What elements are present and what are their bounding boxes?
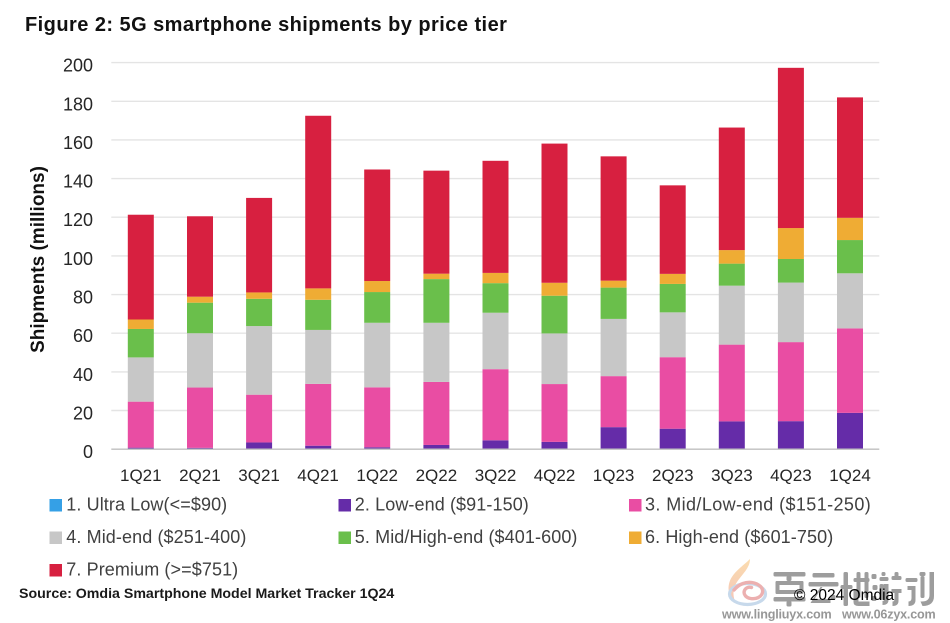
svg-text:Shipments (millions): Shipments (millions): [28, 166, 49, 353]
svg-text:140: 140: [63, 172, 93, 192]
svg-text:4Q21: 4Q21: [297, 466, 339, 485]
svg-text:6. High-end ($601-750): 6. High-end ($601-750): [645, 527, 833, 547]
svg-text:3. Mid/Low-end ($151-250): 3. Mid/Low-end ($151-250): [645, 495, 871, 515]
svg-text:4. Mid-end ($251-400): 4. Mid-end ($251-400): [66, 527, 246, 547]
svg-text:0: 0: [83, 442, 93, 462]
svg-text:www.lingliuyx.com: www.lingliuyx.com: [721, 608, 832, 622]
svg-text:1Q24: 1Q24: [829, 466, 871, 485]
svg-text:© 2024 Omdia: © 2024 Omdia: [794, 587, 895, 604]
svg-text:2. Low-end ($91-150): 2. Low-end ($91-150): [355, 495, 529, 515]
svg-text:5. Mid/High-end ($401-600): 5. Mid/High-end ($401-600): [355, 527, 578, 547]
svg-text:80: 80: [73, 288, 93, 308]
svg-text:1Q23: 1Q23: [593, 466, 635, 485]
svg-text:www.06zyx.com: www.06zyx.com: [841, 608, 936, 622]
svg-text:2Q21: 2Q21: [179, 466, 221, 485]
svg-text:3Q21: 3Q21: [238, 466, 280, 485]
svg-text:3Q22: 3Q22: [475, 466, 517, 485]
svg-text:120: 120: [63, 210, 93, 230]
svg-text:4Q22: 4Q22: [534, 466, 576, 485]
svg-text:2Q23: 2Q23: [652, 466, 694, 485]
svg-text:1Q21: 1Q21: [120, 466, 162, 485]
svg-text:100: 100: [63, 249, 93, 269]
svg-text:40: 40: [73, 365, 93, 385]
svg-text:3Q23: 3Q23: [711, 466, 753, 485]
svg-text:1. Ultra Low(<=$90): 1. Ultra Low(<=$90): [66, 495, 227, 515]
svg-text:20: 20: [73, 404, 93, 424]
svg-text:200: 200: [63, 56, 93, 76]
svg-text:2Q22: 2Q22: [416, 466, 458, 485]
svg-text:7. Premium (>=$751): 7. Premium (>=$751): [66, 560, 238, 580]
svg-text:Source: Omdia Smartphone Model: Source: Omdia Smartphone Model Market Tr…: [19, 586, 394, 602]
svg-text:160: 160: [63, 133, 93, 153]
svg-text:1Q22: 1Q22: [356, 466, 398, 485]
svg-text:60: 60: [73, 326, 93, 346]
svg-text:180: 180: [63, 94, 93, 114]
svg-text:Figure 2: 5G smartphone shipme: Figure 2: 5G smartphone shipments by pri…: [25, 14, 507, 36]
svg-text:4Q23: 4Q23: [770, 466, 812, 485]
